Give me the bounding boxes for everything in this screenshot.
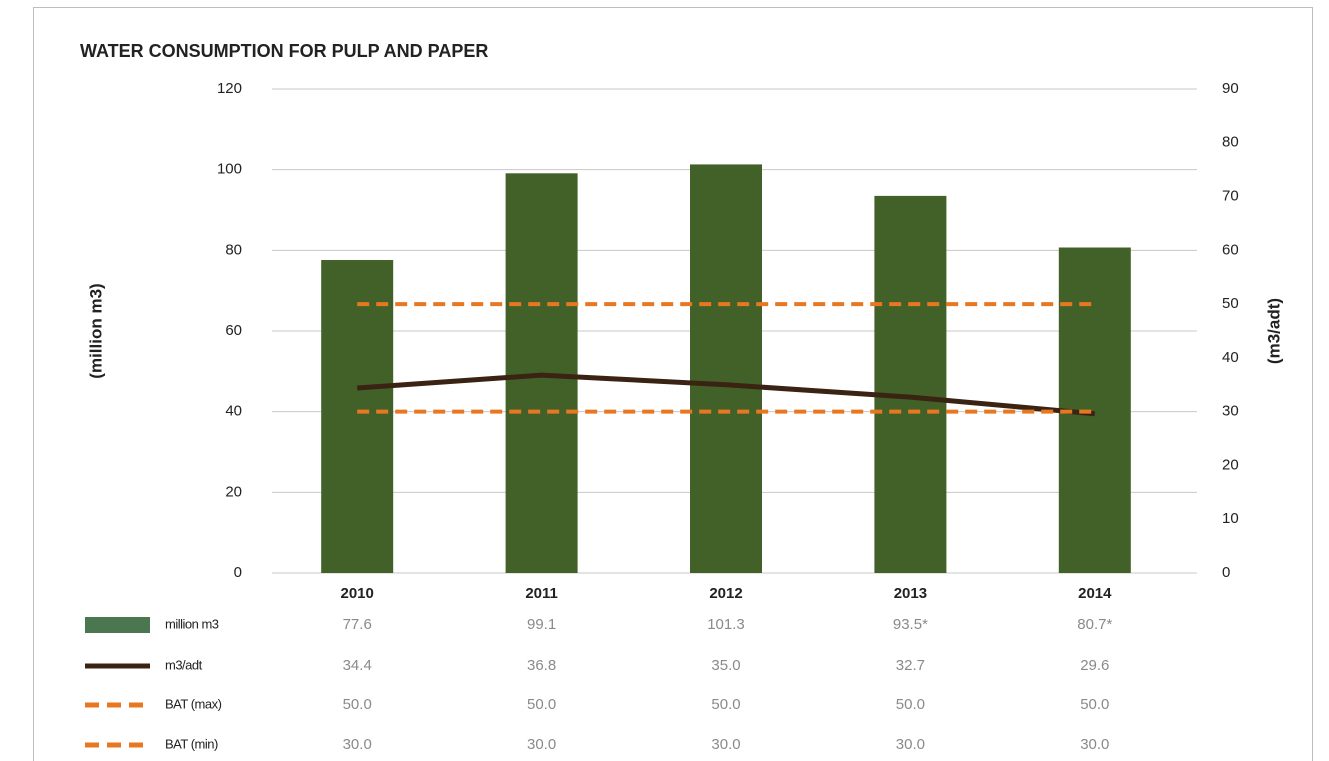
y-tick-label: 80 <box>225 241 242 258</box>
y-tick-label: 20 <box>225 483 242 500</box>
y2-tick-label: 30 <box>1222 403 1239 420</box>
y-tick-label: 0 <box>234 564 242 581</box>
bar <box>690 164 762 573</box>
y2-tick-label: 70 <box>1222 188 1239 205</box>
y2-tick-label: 50 <box>1222 295 1239 312</box>
chart-frame <box>33 7 1313 761</box>
x-tick-label: 2011 <box>525 585 558 602</box>
y2-tick-label: 90 <box>1222 80 1239 97</box>
x-tick-label: 2013 <box>894 585 927 602</box>
y2-tick-label: 60 <box>1222 241 1239 258</box>
value-label: 29.6 <box>1080 657 1109 674</box>
value-label: 101.3 <box>707 616 745 633</box>
legend-label: BAT (max) <box>165 696 222 711</box>
y2-tick-label: 80 <box>1222 134 1239 151</box>
y2-tick-label: 0 <box>1222 564 1230 581</box>
y-tick-label: 120 <box>217 80 242 97</box>
value-label: 30.0 <box>1080 736 1109 753</box>
value-label: 50.0 <box>527 696 556 713</box>
legend-label: million m3 <box>165 616 219 631</box>
x-tick-label: 2014 <box>1078 585 1112 602</box>
value-label: 30.0 <box>343 736 372 753</box>
y-tick-label: 40 <box>225 403 242 420</box>
x-tick-label: 2010 <box>341 585 374 602</box>
y2-tick-label: 40 <box>1222 349 1239 366</box>
y2-tick-label: 20 <box>1222 456 1239 473</box>
value-label: 36.8 <box>527 657 556 674</box>
chart-title: WATER CONSUMPTION FOR PULP AND PAPER <box>80 41 488 61</box>
value-label: 30.0 <box>711 736 740 753</box>
bar <box>321 260 394 573</box>
value-label: 93.5* <box>893 616 928 633</box>
value-label: 50.0 <box>896 696 925 713</box>
y-tick-label: 60 <box>225 322 242 339</box>
value-label: 32.7 <box>896 657 925 674</box>
y-tick-label: 100 <box>217 161 242 178</box>
value-label: 50.0 <box>711 696 740 713</box>
value-label: 35.0 <box>711 657 740 674</box>
y2-tick-label: 10 <box>1222 510 1239 527</box>
value-label: 30.0 <box>896 736 925 753</box>
y-axis-label: (million m3) <box>86 283 105 378</box>
value-label: 77.6 <box>343 616 372 633</box>
legend-swatch <box>85 617 150 633</box>
legend-label: BAT (min) <box>165 736 218 751</box>
bar <box>874 195 947 573</box>
x-tick-label: 2012 <box>709 585 742 602</box>
value-label: 80.7* <box>1077 616 1112 633</box>
legend-label: m3/adt <box>165 657 203 672</box>
value-label: 50.0 <box>1080 696 1109 713</box>
value-label: 50.0 <box>343 696 372 713</box>
value-label: 30.0 <box>527 736 556 753</box>
y2-axis-label: (m3/adt) <box>1264 298 1283 364</box>
value-label: 34.4 <box>343 657 372 674</box>
line <box>357 372 1096 417</box>
value-label: 99.1 <box>527 616 556 633</box>
